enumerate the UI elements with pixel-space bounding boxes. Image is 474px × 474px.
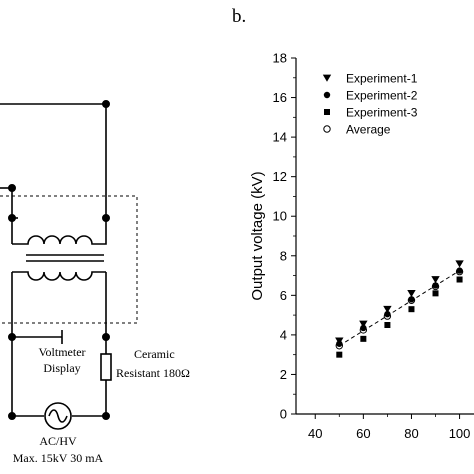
primary-coil [12, 218, 107, 245]
point-experiment-3-60 [360, 335, 367, 342]
bottom-left-dot [8, 411, 17, 420]
x-tick-label-80: 80 [404, 426, 418, 441]
point-experiment-2-100 [456, 267, 463, 274]
bottom-right-dot [102, 411, 111, 420]
legend-marker-4 [323, 125, 331, 133]
point-experiment-2-80 [408, 296, 415, 303]
legend-marker-2 [323, 91, 331, 99]
y-tick-label-0: 0 [280, 407, 287, 422]
point-experiment-2-60 [360, 324, 367, 332]
point-experiment-3-100 [456, 276, 463, 283]
legend-marker-3 [324, 109, 330, 115]
point-experiment-2-70 [384, 310, 391, 318]
resistor-label-line1: Ceramic [134, 347, 175, 361]
point-experiment-2-90 [432, 282, 439, 289]
y-axis-label: Output voltage (kV) [249, 171, 266, 300]
point-experiment-3-90 [432, 290, 439, 297]
trendline [339, 270, 460, 347]
ac-sine-icon [48, 409, 68, 423]
y-tick-label-4: 4 [280, 327, 287, 342]
chart-area: Output voltage (kV) 0 2 4 6 8 10 12 14 16 18 40 60 8… [249, 51, 474, 442]
trendline-group [339, 270, 460, 347]
voltmeter-label-line2: Display [43, 361, 80, 375]
voltmeter-label-line1: Voltmeter [38, 345, 85, 359]
y-tick-label-16: 16 [273, 90, 287, 105]
x-tick-label-100: 100 [449, 426, 471, 441]
resistor-symbol [100, 353, 112, 381]
panel-label: b. [232, 6, 246, 27]
y-tick-label-2: 2 [280, 367, 287, 382]
secondary-coil [12, 271, 106, 281]
point-experiment-1-70 [383, 305, 392, 313]
chart-legend: Experiment-1 Experiment-2 Experiment-3 Aver… [322, 72, 418, 137]
legend-marker-1 [322, 74, 332, 82]
point-experiment-1-50 [335, 337, 344, 345]
legend-label-2: Experiment-2 [346, 89, 418, 103]
point-experiment-1-100 [455, 260, 464, 268]
legend-label-3: Experiment-3 [346, 106, 418, 120]
point-experiment-3-50 [336, 351, 343, 358]
circuit-diagram [0, 100, 138, 430]
source-label-line2: Max. 15kV 30 mA [13, 451, 104, 465]
right-secondary-junction-dot [102, 332, 111, 341]
point-experiment-3-80 [408, 306, 415, 313]
point-experiment-1-60 [359, 320, 368, 328]
data-points [335, 260, 464, 358]
x-tick-label-40: 40 [308, 426, 322, 441]
chart-ticks: 0 2 4 6 8 10 12 14 16 18 40 60 80 100 [273, 51, 471, 442]
y-tick-label-12: 12 [273, 169, 287, 184]
y-tick-label-18: 18 [273, 51, 287, 66]
y-tick-label-14: 14 [273, 130, 287, 145]
y-tick-label-10: 10 [273, 209, 287, 224]
y-tick-label-8: 8 [280, 248, 287, 263]
y-tick-label-6: 6 [280, 288, 287, 303]
point-experiment-1-90 [431, 276, 440, 284]
dashed-enclosure [0, 195, 138, 324]
point-experiment-3-70 [384, 322, 391, 328]
point-experiment-1-80 [407, 289, 416, 298]
resistor-label-line2: Resistant 180Ω [116, 366, 190, 380]
legend-label-4: Average [346, 123, 391, 137]
legend-label-1: Experiment-1 [346, 72, 418, 86]
x-tick-label-60: 60 [356, 426, 370, 441]
source-label-line1: AC/HV [39, 434, 77, 448]
